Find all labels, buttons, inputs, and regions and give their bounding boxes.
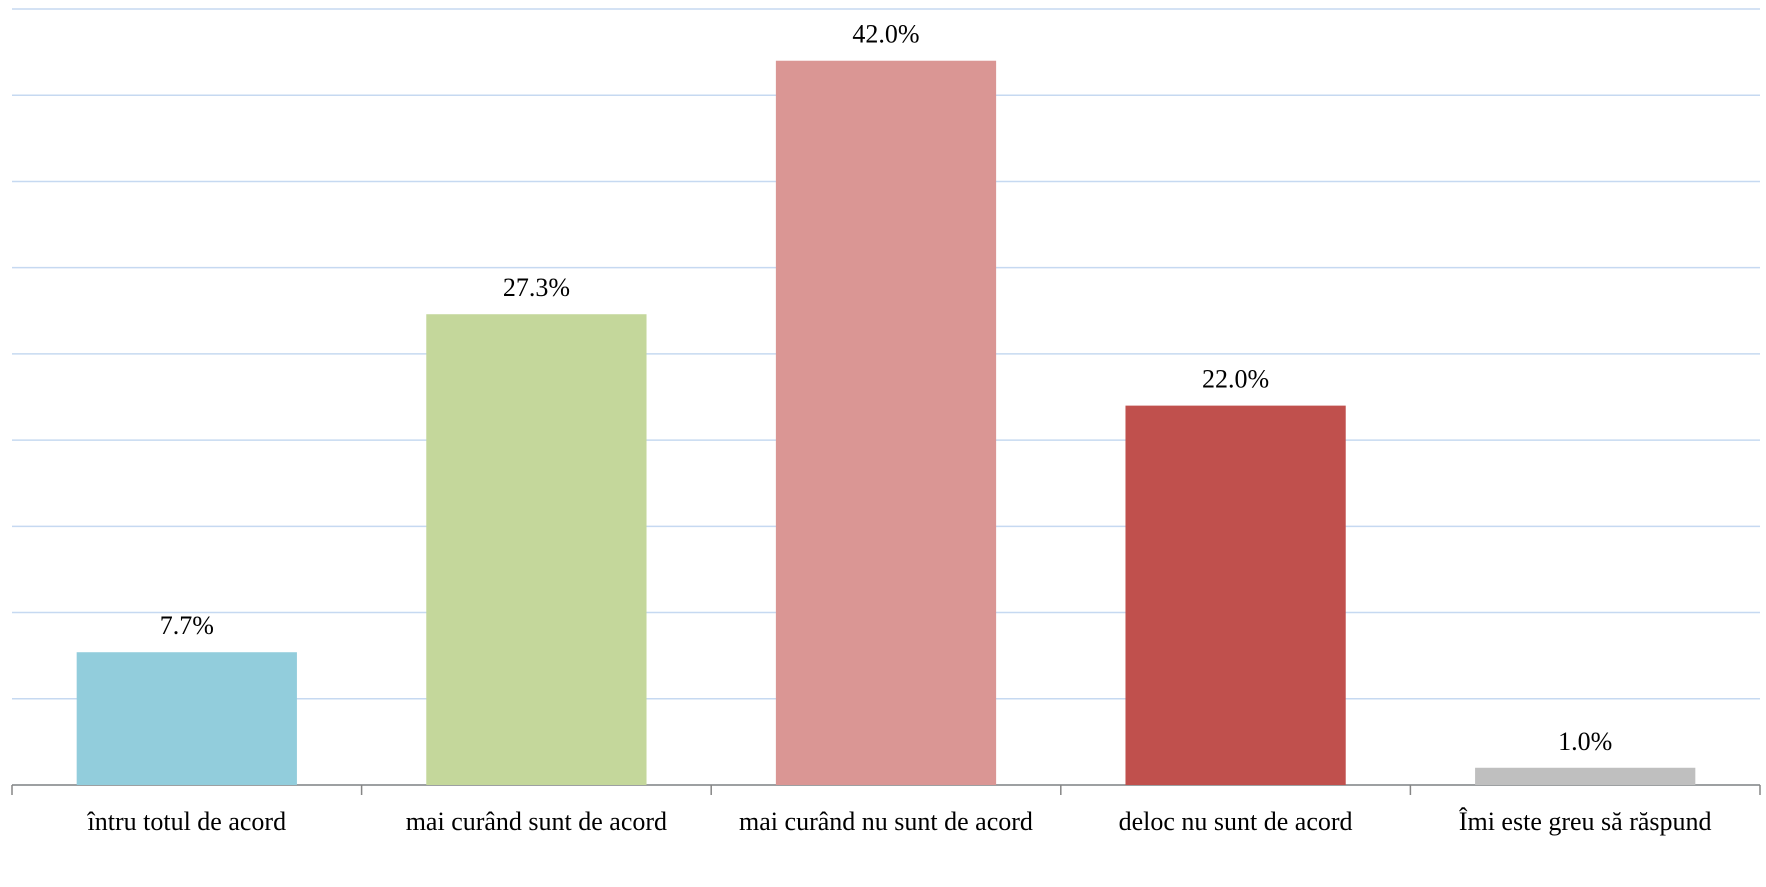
x-tick-label: mai curând nu sunt de acord <box>739 807 1033 836</box>
data-label: 22.0% <box>1202 365 1269 394</box>
bar <box>1125 405 1346 785</box>
bar <box>1475 767 1696 785</box>
bar <box>426 314 647 785</box>
data-label: 42.0% <box>852 20 919 49</box>
bar <box>76 652 297 785</box>
x-tick-label: Îmi este greu să răspund <box>1458 807 1712 836</box>
x-tick-label: deloc nu sunt de acord <box>1118 807 1353 836</box>
data-label: 27.3% <box>503 273 570 302</box>
x-tick-label: întru totul de acord <box>87 807 287 836</box>
data-label: 7.7% <box>160 611 214 640</box>
bar <box>775 60 997 785</box>
x-tick-label: mai curând sunt de acord <box>405 807 668 836</box>
data-label: 1.0% <box>1558 727 1612 756</box>
